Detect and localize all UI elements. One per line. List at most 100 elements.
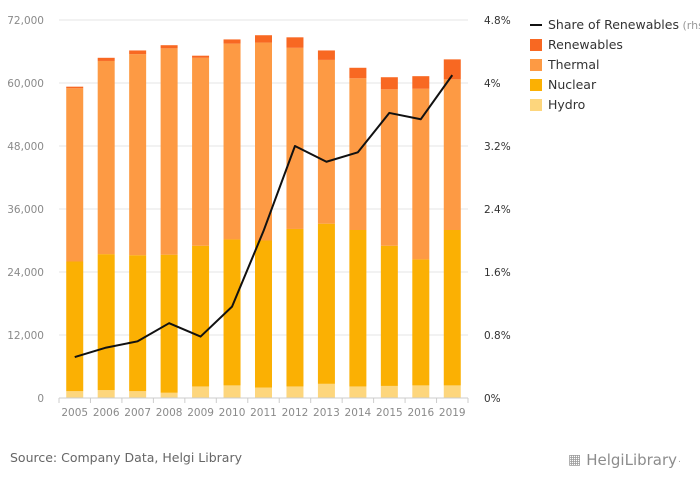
bar-hydro [349,386,367,398]
legend-swatch [530,59,542,71]
bar-thermal [317,59,335,224]
share-line [74,74,454,359]
bar-thermal [223,43,241,240]
bar-thermal [412,88,430,260]
bar-thermal [255,42,272,241]
x-tick-label: 2014 [345,407,372,419]
line-share-of-renewables [74,74,454,359]
bar-hydro [223,385,241,398]
bar-hydro [255,387,272,398]
bar-thermal [443,79,461,230]
bar-nuclear [412,259,430,386]
bar-hydro [192,386,210,398]
bar-nuclear [255,240,272,388]
x-tick-label: 2009 [187,407,214,419]
bar-thermal [160,48,178,255]
bar-renewables [97,57,115,61]
y-tick-label: 60,000 [7,78,44,90]
legend-label: Share of Renewables (rhs) [548,17,700,32]
bar-renewables [286,37,304,48]
bar-renewables [380,77,398,90]
bar-nuclear [192,245,210,387]
y2-tick-label: 1.6% [484,267,511,279]
legend-swatch [530,99,542,111]
bar-nuclear [97,254,115,391]
x-tick-label: 2008 [156,407,183,419]
y-tick-label: 72,000 [7,15,44,27]
bar-nuclear [317,223,335,384]
legend: Share of Renewables (rhs) Renewables Therm… [530,17,700,112]
bar-thermal [380,89,398,246]
bar-thermal [349,78,367,231]
x-tick-label: 2007 [124,407,151,419]
bar-hydro [66,391,84,398]
bar-renewables [160,45,178,49]
brand-name: HelgiLibrary [586,451,678,469]
legend-label: Renewables [548,37,623,52]
x-tick-label: 2019 [439,407,466,419]
bar-renewables [223,39,241,44]
bar-renewables [443,59,461,80]
source-note: Source: Company Data, Helgi Library [10,450,243,465]
bar-hydro [317,383,335,398]
x-tick-label: 2011 [250,407,277,419]
bar-renewables [349,67,367,79]
y-tick-label: 0 [37,393,44,405]
x-tick-label: 2005 [61,407,88,419]
x-tick-label: 2010 [219,407,246,419]
x-tick-label: 2016 [407,407,434,419]
bar-nuclear [380,245,398,386]
y-tick-label: 48,000 [7,141,44,153]
y2-tick-label: 4% [484,78,501,90]
y2-tick-label: 0.8% [484,330,511,342]
legend-label: Nuclear [548,77,597,92]
bar-hydro [443,385,461,398]
y-tick-label: 12,000 [7,330,44,342]
bar-hydro [97,390,115,398]
legend-swatch [530,39,542,51]
bar-renewables [412,76,430,89]
bar-nuclear [129,255,147,392]
legend-label: Thermal [547,57,599,72]
bar-renewables [317,50,335,60]
bar-hydro [286,386,304,398]
y2-tick-label: 2.4% [484,204,511,216]
bar-renewables [255,35,272,43]
bar-hydro [412,385,430,398]
bar-renewables [66,86,84,89]
bar-nuclear [223,239,241,386]
x-tick-label: 2006 [93,407,120,419]
bar-hydro [129,391,147,398]
legend-unit: (rhs) [679,19,700,32]
bar-thermal [129,54,147,256]
bar-nuclear [66,261,84,392]
bar-hydro [160,392,178,398]
y-axis-left: 0 12,000 24,000 36,000 48,000 60,000 72,000 [7,15,44,405]
bar-nuclear [286,228,304,387]
bar-thermal [192,57,210,246]
y2-tick-label: 3.2% [484,141,511,153]
x-axis: 2005 2006 2007 2008 2009 2010 2011 2012 2013 2014… [58,397,469,419]
bar-nuclear [443,230,461,386]
brand-dot: . [678,455,681,465]
x-tick-label: 2013 [313,407,340,419]
bar-hydro [380,385,398,398]
bar-thermal [66,88,84,262]
brand-logo[interactable]: ▦ HelgiLibrary . [568,450,681,470]
bars [66,35,461,398]
y2-tick-label: 0% [484,393,501,405]
y2-tick-label: 4.8% [484,15,511,27]
y-axis-right: 0% 0.8% 1.6% 2.4% 3.2% 4% 4.8% [484,15,511,405]
x-tick-label: 2012 [282,407,309,419]
bar-thermal [286,47,304,229]
x-tick-label: 2015 [376,407,403,419]
bar-nuclear [349,230,367,387]
legend-label: Hydro [548,97,585,112]
legend-swatch [530,79,542,91]
bar-renewables [129,50,147,55]
y-tick-label: 36,000 [7,204,44,216]
library-icon: ▦ [568,452,582,468]
y-tick-label: 24,000 [7,267,44,279]
bar-thermal [97,60,115,255]
